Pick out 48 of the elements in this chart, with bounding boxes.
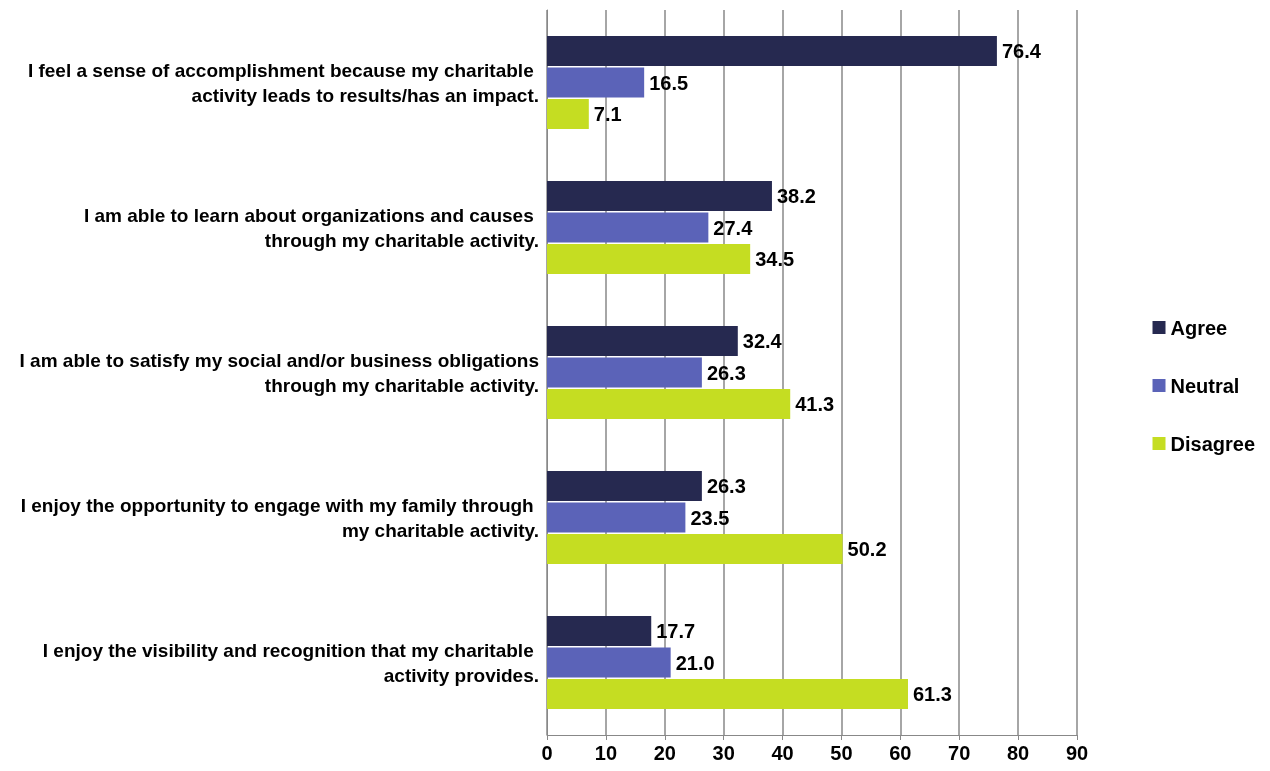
bar [547,471,702,501]
x-tick-label: 0 [541,742,553,764]
y-tick-label: I enjoy the visibility and recognition that my charitable activity provides. [42,639,539,686]
data-label: 41.3 [795,393,835,415]
bar [547,534,843,564]
bar [547,36,997,66]
x-tick-label: 70 [948,742,971,764]
data-label: 76.4 [1001,40,1042,62]
bar [547,389,791,419]
data-label: 21.0 [675,651,715,674]
y-tick-label: I feel a sense of accomplishment because my charitable activity leads to results/has an impact. [27,59,539,106]
bar [547,326,738,356]
y-tick-label: I am able to satisfy my social and/or business obligations through my charitable activity. [19,349,539,396]
bar [547,99,589,129]
data-label: 61.3 [912,683,952,705]
x-tick-label: 30 [712,742,735,764]
legend-label: Disagree [1170,432,1256,455]
x-tick-label: 40 [771,742,794,764]
x-tick-label: 20 [653,742,676,764]
data-label: 50.2 [847,538,887,560]
x-tick-label: 90 [1065,742,1089,764]
data-label: 26.3 [706,361,746,384]
data-label: 23.5 [690,506,730,529]
bar [547,357,702,388]
y-tick-label: I enjoy the opportunity to engage with my family through my charitable activity. [20,494,539,541]
bar [547,502,686,533]
bar [547,244,751,274]
data-label: 16.5 [649,71,689,94]
bar [547,616,652,646]
x-tick-label: 80 [1006,742,1030,764]
bar [547,67,645,98]
bar [547,647,671,678]
data-label: 17.7 [656,620,696,642]
x-tick-label: 10 [594,742,618,764]
legend-label: Agree [1170,316,1228,339]
data-label: 7.1 [593,103,622,125]
data-label: 34.5 [755,248,795,270]
x-tick-label: 50 [830,742,853,764]
bar [547,212,709,243]
data-label: 32.4 [742,330,783,352]
data-label: 27.4 [713,216,754,239]
y-tick-label: I am able to learn about organizations and causes through my charitable activity. [83,204,539,251]
data-label: 26.3 [706,475,746,497]
legend-label: Neutral [1170,374,1240,397]
bar [547,181,772,211]
bar [547,679,908,709]
x-tick-label: 60 [889,742,912,764]
data-label: 38.2 [776,185,816,207]
